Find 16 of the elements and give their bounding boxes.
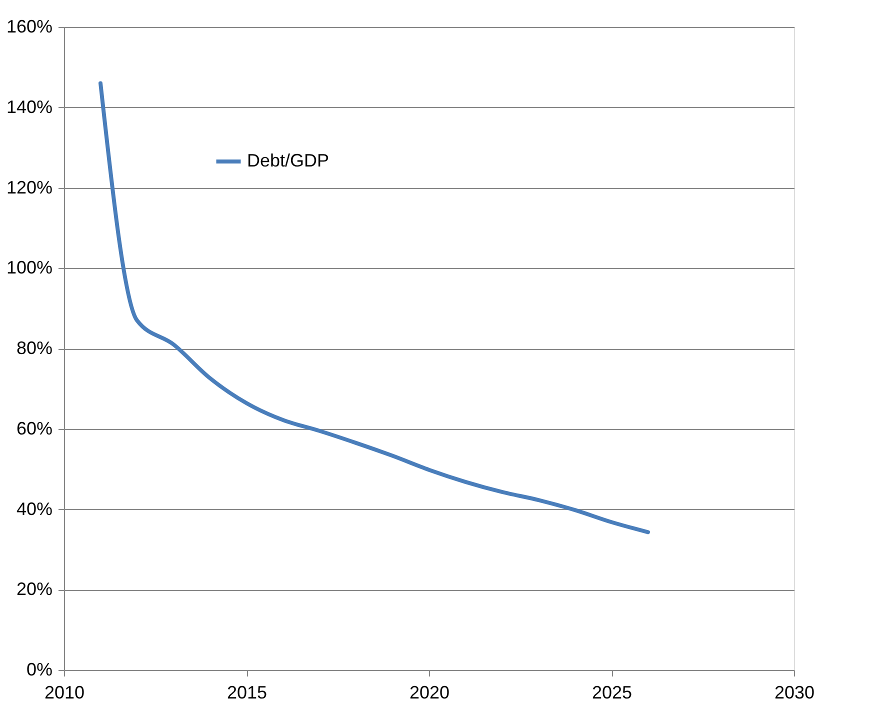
legend-label: Debt/GDP [247,150,330,170]
y-tick-label: 0% [26,660,52,680]
y-tick-label: 100% [6,258,52,278]
y-tick-label: 160% [6,16,52,36]
x-tick-label: 2025 [592,682,632,702]
y-tick-label: 120% [6,177,52,198]
y-tick-label: 80% [16,338,52,358]
y-tick-label: 140% [6,96,52,117]
x-tick-label: 2030 [774,682,815,702]
y-tick-label: 60% [16,418,52,438]
y-tick-label: 20% [16,579,52,600]
x-tick-label: 2015 [226,682,268,702]
x-tick-label: 2020 [409,682,450,702]
x-tick-label: 2010 [44,682,85,702]
y-tick-label: 40% [16,498,52,519]
line-series [98,81,650,534]
